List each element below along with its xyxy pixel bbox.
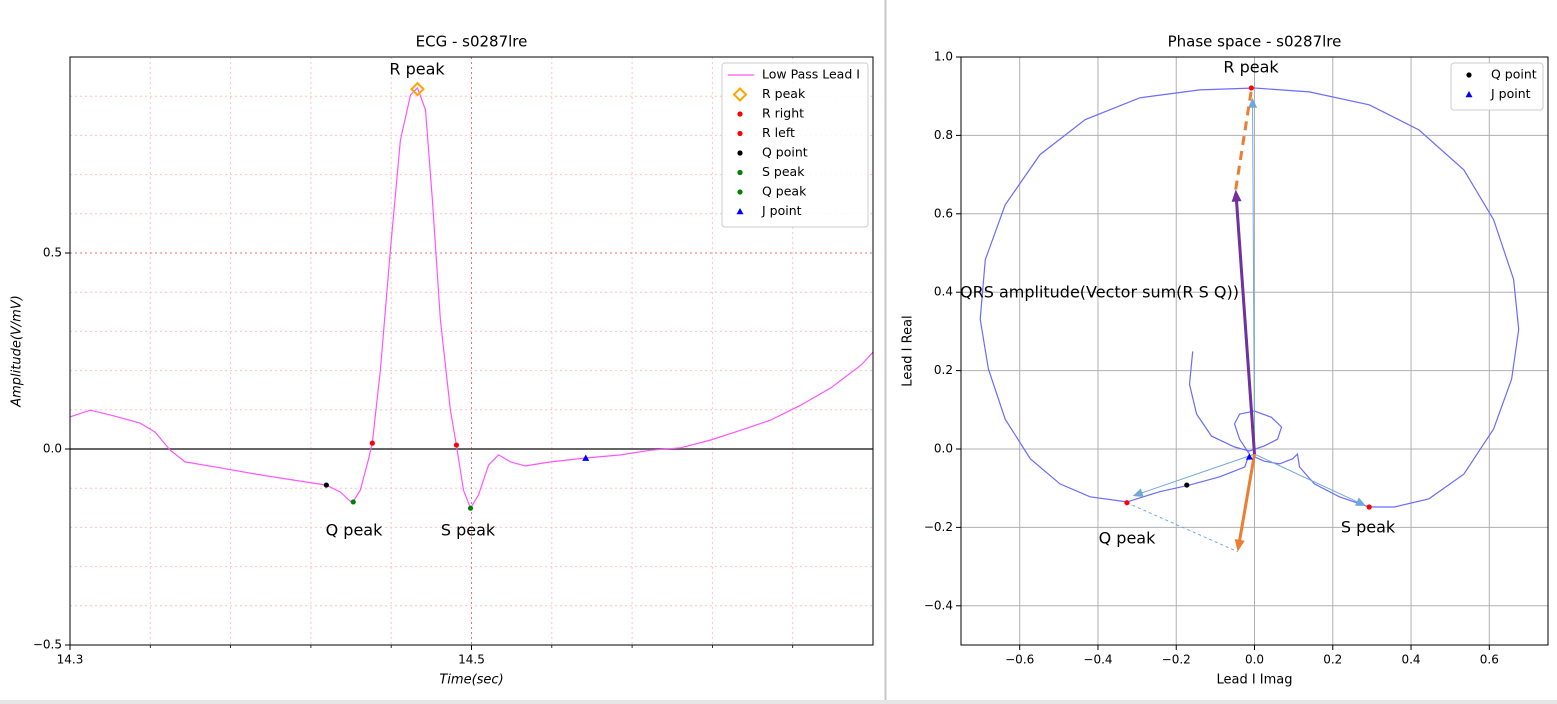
arrow-head xyxy=(1231,189,1242,202)
x-tick-label: −0.6 xyxy=(1005,653,1034,667)
bottom-strip xyxy=(0,700,1557,704)
vector xyxy=(1139,453,1255,495)
legend-swatch xyxy=(737,130,743,137)
legend-label: J point xyxy=(761,203,802,218)
data-point xyxy=(1124,500,1130,506)
series-line xyxy=(69,86,874,510)
chart-title: ECG - s0287lre xyxy=(416,33,528,51)
vector xyxy=(1237,453,1256,544)
legend-box xyxy=(1450,62,1544,111)
arrow-head xyxy=(1234,539,1245,552)
legend-label: Low Pass Lead I xyxy=(762,67,860,82)
legend-swatch xyxy=(737,111,743,117)
vector xyxy=(1234,89,1253,190)
legend-label: R right xyxy=(762,106,804,121)
chart-title: Phase space - s0287lre xyxy=(1168,33,1342,51)
x-tick-label: 14.3 xyxy=(57,653,84,667)
data-point xyxy=(1248,85,1254,91)
legend-swatch xyxy=(1465,91,1473,98)
vector xyxy=(1234,197,1256,455)
y-tick-label: 0.5 xyxy=(43,246,62,260)
x-tick-label: 0.4 xyxy=(1401,653,1420,667)
legend-label: Q point xyxy=(1491,67,1537,82)
legend-swatch xyxy=(737,189,743,195)
annotation: S peak xyxy=(1341,518,1396,537)
legend-label: Q peak xyxy=(762,184,807,199)
data-point xyxy=(350,499,356,505)
y-axis-label: Lead I Real xyxy=(901,315,916,386)
data-point xyxy=(1184,482,1190,488)
legend-swatch xyxy=(737,150,743,156)
plot-frame xyxy=(960,56,1549,646)
y-tick-label: 0.4 xyxy=(934,285,953,299)
y-tick-label: 1.0 xyxy=(934,50,953,64)
legend-swatch xyxy=(732,87,748,102)
data-point xyxy=(1245,453,1253,460)
data-point xyxy=(467,505,474,511)
annotation: S peak xyxy=(441,521,496,540)
legend-label: R left xyxy=(762,125,795,140)
data-point xyxy=(323,482,329,488)
y-tick-label: 0.0 xyxy=(934,442,953,456)
vector xyxy=(1126,502,1238,553)
y-axis-label: Amplitude(V/mV) xyxy=(10,295,25,408)
plot-frame xyxy=(69,56,874,646)
x-axis-label: Lead I Imag xyxy=(1216,673,1292,688)
legend-label: S peak xyxy=(762,164,805,179)
data-point xyxy=(1366,504,1372,510)
y-tick-label: 0.0 xyxy=(43,442,62,456)
legend-label: J point xyxy=(1490,86,1531,101)
y-tick-label: −0.2 xyxy=(924,520,953,534)
series-line xyxy=(979,87,1520,508)
annotation: QRS amplitude(Vector sum(R S Q)) xyxy=(960,283,1239,302)
legend-label: R peak xyxy=(762,86,806,101)
legend-swatch xyxy=(736,208,744,215)
x-tick-label: 0.6 xyxy=(1480,653,1499,667)
x-tick-label: 0.2 xyxy=(1323,653,1342,667)
vector xyxy=(1254,453,1360,504)
data-point xyxy=(453,442,460,448)
legend-box xyxy=(721,62,869,228)
annotation: R peak xyxy=(389,60,445,79)
annotation: Q peak xyxy=(1099,529,1156,548)
x-tick-label: 14.5 xyxy=(458,653,485,667)
y-tick-label: 0.2 xyxy=(934,363,953,377)
legend-swatch xyxy=(1466,72,1472,78)
y-tick-label: 0.8 xyxy=(934,128,953,142)
data-point xyxy=(410,81,425,97)
x-axis-label: Time(sec) xyxy=(439,673,503,688)
x-tick-label: −0.4 xyxy=(1083,653,1112,667)
annotation: Q peak xyxy=(326,521,383,540)
data-point xyxy=(369,440,375,446)
x-tick-label: 0.0 xyxy=(1245,653,1264,667)
vector xyxy=(1252,104,1255,455)
x-tick-label: −0.2 xyxy=(1162,653,1191,667)
y-tick-label: −0.5 xyxy=(33,638,62,652)
data-point xyxy=(582,454,590,461)
arrow-head xyxy=(1132,488,1144,498)
arrow-head xyxy=(1248,97,1258,108)
legend-swatch xyxy=(737,169,743,176)
arrow-head xyxy=(1355,497,1367,506)
y-tick-label: 0.6 xyxy=(934,206,953,220)
annotation: R peak xyxy=(1223,58,1279,77)
y-tick-label: −0.4 xyxy=(924,598,953,612)
legend-label: Q point xyxy=(762,145,808,160)
